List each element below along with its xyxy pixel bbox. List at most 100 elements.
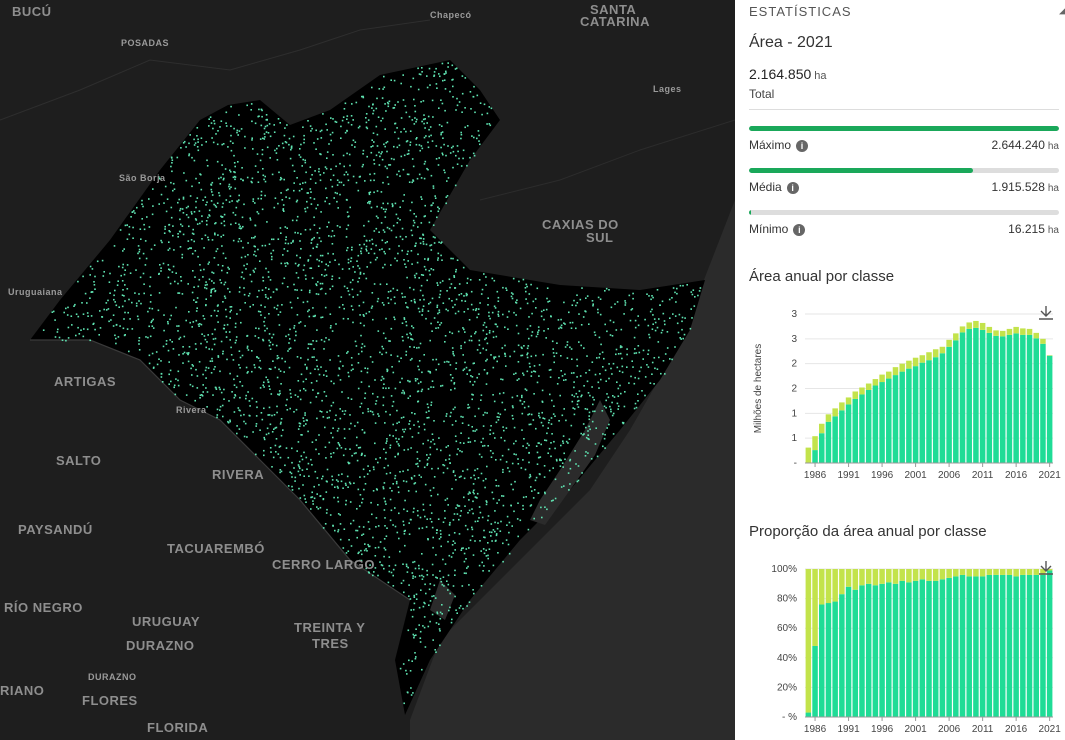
- map-view[interactable]: BUCÚ Chapecó SANTA CATARINA POSADAS Lages São …: [0, 0, 735, 740]
- bar-segment: [979, 569, 986, 577]
- annual-area-chart: - 1 1 2 2 3 3 1986 1991 1996 2001 2006 2011 2016 2021 M…: [753, 306, 1061, 481]
- bar-segment: [953, 576, 959, 717]
- bar-segment: [899, 371, 905, 463]
- bar-segment: [865, 383, 872, 390]
- bar-segment: [879, 374, 885, 383]
- bar-segment: [993, 569, 999, 575]
- bar-segment: [959, 332, 966, 463]
- bar-segment: [939, 569, 946, 580]
- stat-minimum: Mínimo i 16.215 ha: [749, 210, 1059, 236]
- bar-segment: [899, 569, 905, 581]
- bar-segment: [892, 375, 899, 463]
- bar-segment: [865, 583, 872, 717]
- bar-segment: [973, 569, 979, 577]
- bar-segment: [993, 330, 999, 336]
- bar-segment: [892, 367, 899, 376]
- bar-segment: [939, 346, 946, 354]
- bar-segment: [1033, 569, 1039, 575]
- bar-segment: [953, 569, 959, 577]
- bar-segment: [966, 322, 972, 329]
- x-tick-label: 2021: [1039, 724, 1062, 735]
- bar-segment: [1046, 569, 1053, 571]
- stat-label: Mínimo: [749, 222, 789, 236]
- map-canvas[interactable]: [0, 0, 735, 740]
- bar-segment: [932, 349, 939, 358]
- road-line: [479, 119, 735, 201]
- total-label: Total: [749, 87, 775, 101]
- stat-bar: [749, 168, 1059, 173]
- bar-segment: [1020, 334, 1026, 463]
- bar-segment: [825, 603, 832, 717]
- area-year-title: Área - 2021: [749, 34, 833, 51]
- bar-segment: [1020, 574, 1026, 717]
- bar-segment: [953, 333, 959, 341]
- info-icon[interactable]: i: [796, 139, 809, 152]
- info-icon[interactable]: i: [786, 181, 799, 194]
- bar-segment: [859, 387, 865, 395]
- bar-segment: [926, 360, 932, 463]
- bar-segment: [1026, 574, 1033, 717]
- info-icon[interactable]: i: [793, 223, 806, 236]
- bar-segment: [865, 569, 872, 584]
- bar-segment: [832, 416, 838, 463]
- map-place-label: CATARINA: [580, 14, 650, 29]
- land-cover-dots: [42, 62, 702, 705]
- bar-segment: [852, 589, 859, 717]
- x-tick-label: 2001: [904, 724, 927, 735]
- y-tick-label: 20%: [777, 682, 797, 693]
- map-place-label: Rivera: [176, 405, 207, 415]
- bar-segment: [879, 382, 885, 463]
- map-place-label: CERRO LARGO: [272, 557, 375, 572]
- bar-segment: [906, 360, 912, 369]
- bar-segment: [979, 329, 986, 463]
- download-icon[interactable]: [1039, 561, 1053, 575]
- stat-value: 16.215: [1008, 222, 1045, 236]
- map-place-label: BUCÚ: [12, 4, 52, 19]
- bar-segment: [832, 408, 838, 417]
- bar-segment: [906, 368, 912, 463]
- bar-segment: [959, 574, 966, 717]
- bar-segment: [812, 436, 818, 451]
- bar-segment: [872, 385, 879, 463]
- bar-segment: [1013, 326, 1019, 334]
- bar-segment: [1026, 328, 1033, 335]
- bar-segment: [1033, 332, 1039, 339]
- bar-segment: [912, 357, 919, 367]
- bar-segment: [1040, 338, 1046, 344]
- bar-segment: [1013, 569, 1019, 577]
- bar-segment: [879, 569, 885, 584]
- bar-segment: [926, 580, 932, 717]
- bar-segment: [845, 569, 852, 587]
- map-place-label: PAYSANDÚ: [18, 522, 93, 537]
- download-icon[interactable]: [1039, 306, 1053, 320]
- stat-unit: ha: [1047, 183, 1059, 194]
- bar-segment: [832, 569, 838, 602]
- collapse-icon[interactable]: ◢: [1059, 4, 1065, 16]
- bar-segment: [872, 585, 879, 717]
- land-region: [30, 60, 705, 715]
- bar-segment: [912, 569, 919, 581]
- bar-segment: [979, 322, 986, 330]
- bar-segment: [1046, 570, 1053, 717]
- stat-maximum: Máximo i 2.644.240 ha: [749, 126, 1059, 152]
- x-tick-label: 2016: [1005, 724, 1028, 735]
- bar-segment: [919, 355, 926, 363]
- bar-segment: [919, 579, 926, 717]
- bar-segment: [892, 583, 899, 717]
- bar-segment: [825, 414, 832, 422]
- bar-segment: [986, 326, 993, 333]
- bar-segment: [993, 335, 999, 463]
- map-place-label: São Borja: [119, 173, 166, 183]
- bar-segment: [932, 357, 939, 463]
- bar-segment: [845, 397, 852, 405]
- chart-title-proportion: Proporção da área anual por classe: [749, 523, 987, 540]
- bar-segment: [819, 604, 825, 717]
- x-tick-label: 1991: [837, 724, 860, 735]
- bar-segment: [899, 363, 905, 372]
- map-place-label: TACUAREMBÓ: [167, 541, 265, 556]
- bar-segment: [845, 404, 852, 463]
- map-place-label: POSADAS: [121, 38, 170, 48]
- map-place-label: CAXIAS DO: [542, 217, 619, 232]
- map-place-label: Uruguaiana: [8, 287, 63, 297]
- statistics-panel: ESTATÍSTICAS ◢ Área - 2021 2.164.850 ha T…: [735, 0, 1065, 740]
